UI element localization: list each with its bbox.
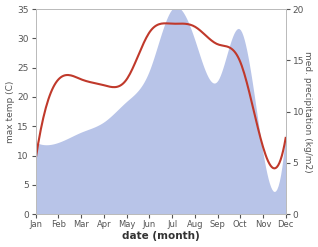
Y-axis label: max temp (C): max temp (C)	[5, 80, 15, 143]
Y-axis label: med. precipitation (kg/m2): med. precipitation (kg/m2)	[303, 51, 313, 172]
X-axis label: date (month): date (month)	[122, 231, 200, 242]
